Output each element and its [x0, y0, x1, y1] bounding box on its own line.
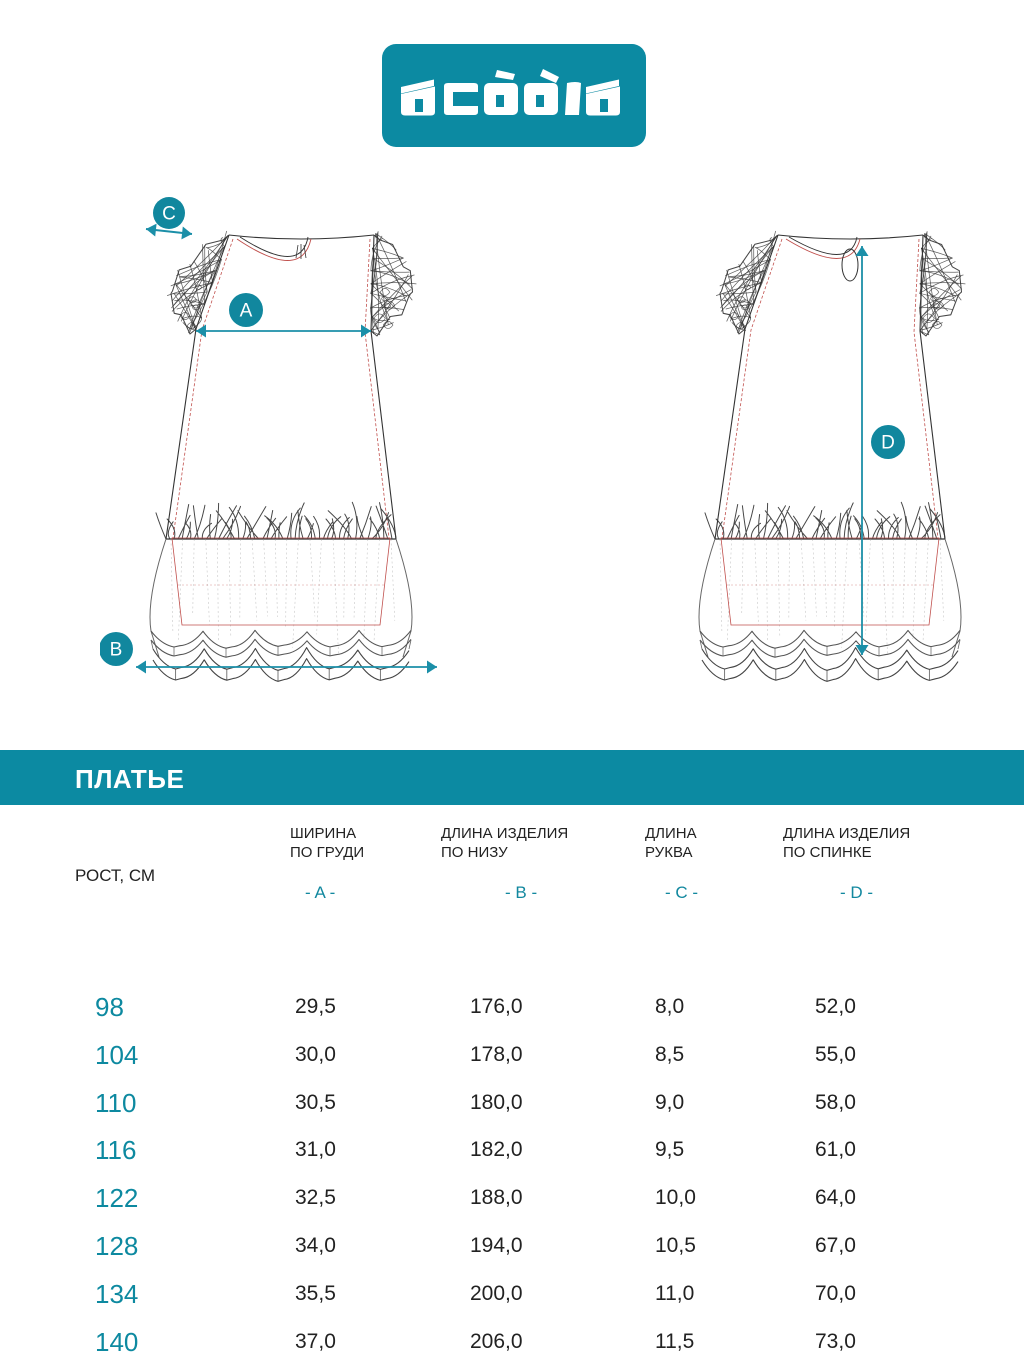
svg-text:D: D	[881, 433, 895, 454]
svg-text:B: B	[110, 640, 123, 661]
svg-text:C: C	[162, 204, 176, 225]
svg-text:A: A	[240, 301, 253, 322]
